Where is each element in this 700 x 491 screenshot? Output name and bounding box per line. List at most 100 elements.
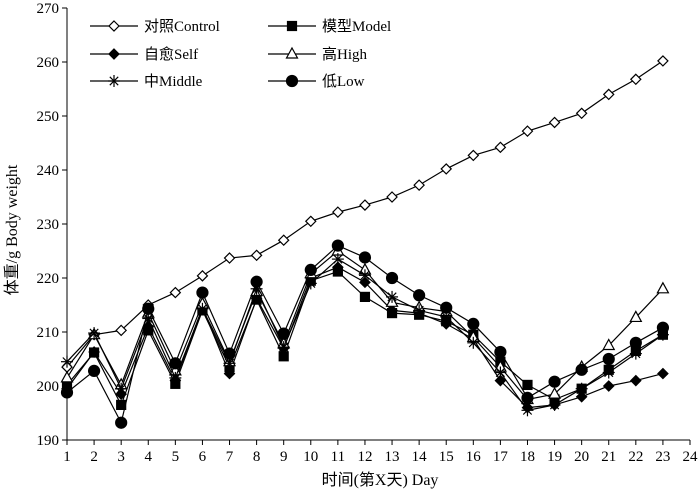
data-point-diamond-open <box>250 249 263 262</box>
data-point-diamond-open <box>440 163 453 175</box>
x-axis-ticks: 1 2 3 4 5 6 7 8 9 10 11 12 13 14 15 16 17 18 19 20 21 22 23 24 <box>63 440 698 465</box>
data-point-diamond-open <box>657 55 669 67</box>
x-tick-label: 14 <box>412 449 428 465</box>
data-point-circle <box>277 327 290 340</box>
x-tick-label: 3 <box>117 449 125 465</box>
data-point-diamond-filled <box>88 346 100 358</box>
legend-label: 高High <box>322 46 368 63</box>
star-stroke <box>360 270 370 280</box>
star-stroke <box>109 76 119 86</box>
data-point-diamond-open <box>108 20 120 32</box>
data-point-star <box>331 253 344 266</box>
data-point-star <box>223 357 236 370</box>
star-stroke <box>604 367 614 378</box>
legend-item: 中Middle <box>90 73 203 90</box>
y-tick-label: 260 <box>37 55 60 71</box>
data-point-circle <box>60 386 74 399</box>
data-point-circle <box>629 336 642 349</box>
x-tick-label: 12 <box>357 449 372 465</box>
data-point-star <box>602 366 615 379</box>
data-point-triangle-open <box>285 46 299 59</box>
data-point-diamond-open <box>602 88 615 101</box>
y-tick-label: 240 <box>37 163 60 179</box>
y-tick-label: 210 <box>37 325 60 341</box>
data-point-circle <box>169 357 182 370</box>
data-point-diamond-open <box>304 215 317 228</box>
data-point-diamond-open <box>575 107 588 120</box>
data-point-triangle-open <box>656 281 670 294</box>
x-tick-label: 1 <box>63 449 71 465</box>
data-point-triangle-open <box>629 310 643 323</box>
y-tick-label: 230 <box>37 217 60 233</box>
x-tick-label: 5 <box>172 449 180 465</box>
star-stroke <box>197 304 208 314</box>
x-axis-title: 时间(第X天) Day <box>322 471 439 489</box>
data-point-circle <box>494 345 507 359</box>
y-tick-label: 220 <box>37 271 60 287</box>
data-point-circle <box>602 352 615 366</box>
legend-item: 低Low <box>268 73 365 90</box>
data-point-diamond-filled <box>223 367 236 380</box>
y-axis-ticks: 190 200 210 220 230 240 250 260 270 <box>37 1 67 449</box>
data-point-circle <box>521 391 534 404</box>
data-point-triangle-open <box>548 386 562 399</box>
legend-label: 模型Model <box>322 18 391 35</box>
data-point-star <box>629 347 642 360</box>
x-tick-label: 22 <box>628 449 643 465</box>
series-2 <box>61 266 669 410</box>
data-point-diamond-filled <box>575 390 588 403</box>
data-point-diamond-open <box>115 324 128 337</box>
star-stroke <box>522 405 533 415</box>
x-tick-label: 8 <box>253 449 261 465</box>
data-point-diamond-filled <box>332 261 344 274</box>
data-point-circle <box>87 364 101 377</box>
series-layer <box>60 55 670 429</box>
legend: 对照Control 模型Model 自愈Self 高High 中Middle 低Low <box>90 18 391 90</box>
data-point-star <box>196 302 209 315</box>
data-point-circle <box>656 321 670 334</box>
star-stroke <box>495 367 506 378</box>
data-point-circle <box>250 275 263 288</box>
x-tick-label: 10 <box>303 449 318 465</box>
star-stroke <box>170 373 180 383</box>
data-point-diamond-filled <box>440 318 453 330</box>
y-tick-label: 190 <box>37 433 60 449</box>
star-stroke <box>333 254 343 264</box>
x-tick-label: 18 <box>520 449 535 465</box>
data-point-circle <box>440 301 453 314</box>
data-point-star <box>115 382 128 395</box>
x-tick-label: 2 <box>90 449 98 465</box>
legend-label: 中Middle <box>144 73 203 90</box>
star-stroke <box>116 384 126 394</box>
data-point-circle <box>358 251 372 264</box>
data-point-diamond-open <box>548 116 561 129</box>
legend-item: 自愈Self <box>90 46 198 63</box>
data-point-star <box>575 382 588 395</box>
data-point-star <box>61 355 73 368</box>
data-point-diamond-open <box>277 234 290 247</box>
data-point-diamond-open <box>629 73 642 86</box>
star-stroke <box>279 342 289 352</box>
data-point-square <box>359 291 371 302</box>
series-4 <box>60 243 670 405</box>
data-point-circle <box>413 289 426 302</box>
series-line <box>66 270 664 407</box>
x-tick-label: 13 <box>385 449 400 465</box>
star-stroke <box>577 384 587 394</box>
x-tick-label: 11 <box>331 449 345 465</box>
star-stroke <box>441 312 451 322</box>
y-axis-title: 体重/g Body weight <box>3 164 21 295</box>
data-point-circle <box>196 286 209 299</box>
data-point-diamond-open <box>359 199 371 211</box>
data-point-diamond-open <box>494 141 507 154</box>
data-point-circle <box>285 74 299 88</box>
legend-label: 自愈Self <box>144 46 198 63</box>
data-point-circle <box>548 375 561 388</box>
y-tick-label: 250 <box>37 109 60 125</box>
data-point-triangle-open <box>60 370 74 383</box>
data-point-triangle-open <box>602 338 616 351</box>
x-tick-label: 21 <box>601 449 616 465</box>
data-point-circle <box>142 302 155 315</box>
data-point-square <box>286 20 298 32</box>
